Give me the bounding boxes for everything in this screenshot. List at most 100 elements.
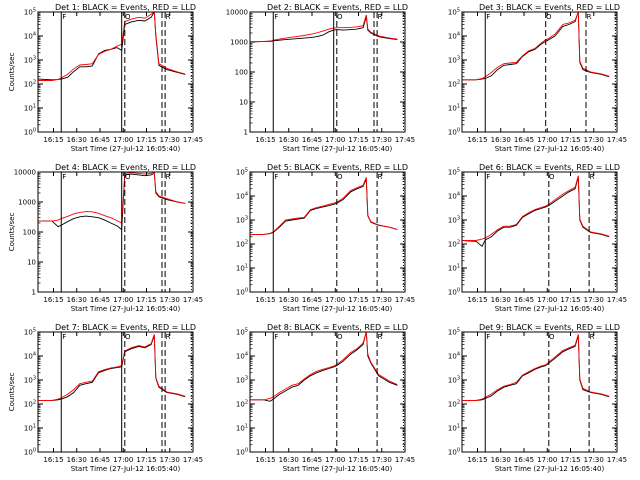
x-tick-label: 16:30: [491, 136, 511, 144]
x-tick-label: 16:15: [43, 136, 63, 144]
tick-exponent: 2: [457, 240, 460, 246]
x-tick-label: 16:30: [279, 136, 299, 144]
tick-exponent: 1: [457, 104, 460, 110]
x-tick-label: 17:45: [607, 136, 627, 144]
tick-exponent: 5: [245, 328, 248, 334]
plot-frame: [249, 331, 406, 453]
x-tick-label: 16:30: [491, 296, 511, 304]
tick-exponent: 3: [457, 56, 460, 62]
x-tick-label: 17:30: [160, 456, 180, 464]
x-tick-label: 16:30: [491, 456, 511, 464]
y-tick-label: 100: [23, 229, 36, 237]
series-group: [462, 175, 610, 248]
y-tick-label: 103: [236, 376, 248, 385]
x-tick-label: 16:15: [43, 456, 63, 464]
chart-title: Det 2: BLACK = Events, RED = LLD: [267, 3, 408, 12]
x-tick-label: 17:00: [537, 456, 557, 464]
y-tick-label: 101: [24, 104, 36, 113]
x-tick-label: 17:00: [325, 456, 345, 464]
plot-frame: [461, 11, 618, 133]
y-tick-label: 1000: [230, 39, 248, 47]
y-tick-label: 104: [236, 352, 248, 361]
tick-exponent: 5: [457, 328, 460, 334]
x-tick-label: 16:15: [255, 296, 275, 304]
tick-exponent: 0: [457, 288, 460, 294]
tick-exponent: 4: [245, 352, 248, 358]
tick-exponent: 0: [245, 288, 248, 294]
x-tick-label: 17:30: [160, 296, 180, 304]
x-tick-label: 16:30: [67, 296, 87, 304]
tick-exponent: 1: [33, 424, 36, 430]
x-axis-label: Start Time (27-Jul-12 16:05:40): [495, 305, 605, 313]
tick-exponent: 0: [245, 448, 248, 454]
tick-exponent: 1: [457, 424, 460, 430]
x-tick-label: 16:30: [67, 136, 87, 144]
y-tick-label: 10: [27, 259, 36, 267]
series-lld-line: [38, 172, 186, 224]
x-tick-label: 16:15: [467, 136, 487, 144]
series-group: [38, 334, 186, 401]
marker-label: F: [486, 173, 490, 181]
x-axis-label: Start Time (27-Jul-12 16:05:40): [71, 465, 181, 473]
series-lld-line: [250, 14, 398, 43]
tick-exponent: 4: [245, 192, 248, 198]
chart-title: Det 3: BLACK = Events, RED = LLD: [479, 3, 620, 12]
x-tick-label: 17:15: [560, 136, 580, 144]
chart-title: Det 8: BLACK = Events, RED = LLD: [267, 323, 408, 332]
marker-label: F: [62, 173, 66, 181]
x-tick-label: 17:30: [372, 296, 392, 304]
y-tick-label: 102: [236, 240, 248, 249]
tick-exponent: 1: [33, 104, 36, 110]
x-tick-label: 16:45: [90, 296, 110, 304]
x-tick-label: 16:45: [302, 456, 322, 464]
marker-label: F: [62, 333, 66, 341]
x-axis-label: Start Time (27-Jul-12 16:05:40): [495, 465, 605, 473]
series-events-line: [38, 172, 186, 231]
y-tick-label: 101: [448, 264, 460, 273]
tick-exponent: 2: [245, 400, 248, 406]
chart-title: Det 4: BLACK = Events, RED = LLD: [55, 163, 196, 172]
y-tick-label: 105: [24, 328, 36, 337]
x-tick-label: 17:00: [113, 456, 133, 464]
series-lld-line: [462, 12, 610, 81]
marker-label: O: [125, 173, 131, 181]
x-tick-label: 17:00: [325, 136, 345, 144]
marker-label: O: [125, 13, 131, 21]
tick-exponent: 5: [245, 168, 248, 174]
x-tick-label: 17:45: [395, 296, 415, 304]
x-tick-label: 17:45: [607, 456, 627, 464]
x-tick-label: 17:45: [183, 136, 203, 144]
x-tick-label: 17:30: [160, 136, 180, 144]
x-tick-label: 17:30: [584, 296, 604, 304]
x-tick-label: 16:45: [90, 456, 110, 464]
y-tick-label: 101: [448, 424, 460, 433]
y-tick-label: 1000: [18, 199, 36, 207]
y-tick-label: 101: [236, 264, 248, 273]
marker-label: O: [549, 333, 555, 341]
x-axis-label: Start Time (27-Jul-12 16:05:40): [495, 145, 605, 153]
y-tick-label: 105: [24, 8, 36, 17]
tick-exponent: 0: [33, 128, 36, 134]
tick-exponent: 3: [33, 56, 36, 62]
tick-exponent: 1: [457, 264, 460, 270]
x-tick-label: 17:45: [183, 456, 203, 464]
y-tick-label: 105: [236, 328, 248, 337]
tick-exponent: 4: [457, 352, 460, 358]
tick-exponent: 0: [457, 128, 460, 134]
y-tick-label: 103: [24, 376, 36, 385]
x-tick-label: 16:15: [43, 296, 63, 304]
tick-exponent: 2: [33, 80, 36, 86]
marker-label: R: [378, 13, 383, 21]
plot-frame: [249, 171, 406, 293]
chart-title: Det 6: BLACK = Events, RED = LLD: [479, 163, 620, 172]
y-tick-label: 1: [244, 129, 248, 137]
y-tick-label: 100: [448, 128, 460, 137]
y-tick-label: 104: [448, 192, 460, 201]
x-tick-label: 17:45: [395, 456, 415, 464]
tick-exponent: 4: [33, 352, 36, 358]
x-tick-label: 17:15: [136, 456, 156, 464]
series-events-line: [250, 179, 398, 235]
marker-label: F: [486, 13, 490, 21]
